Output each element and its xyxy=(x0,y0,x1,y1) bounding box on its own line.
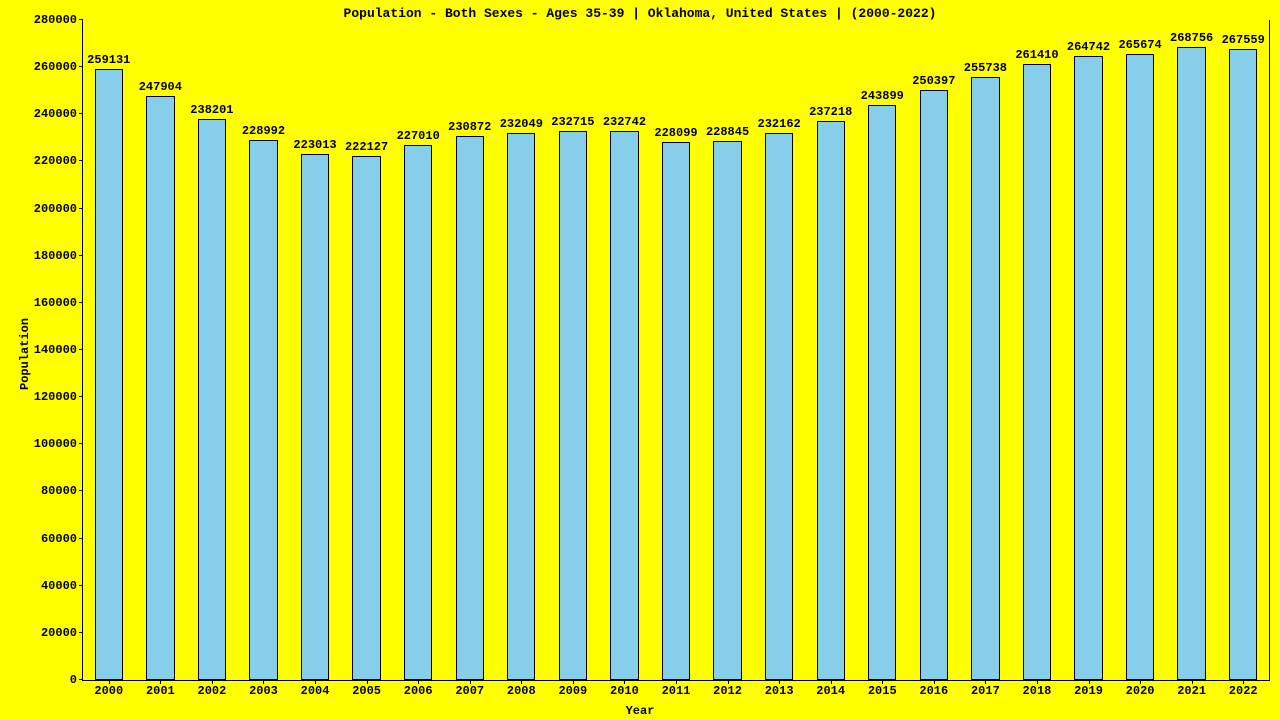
y-tick-label: 240000 xyxy=(34,107,77,121)
y-tick-label: 60000 xyxy=(41,532,77,546)
y-tick-label: 0 xyxy=(70,673,77,687)
x-tick-mark xyxy=(109,680,110,684)
x-tick-label: 2004 xyxy=(301,684,330,698)
x-tick-label: 2019 xyxy=(1074,684,1103,698)
x-tick-label: 2020 xyxy=(1126,684,1155,698)
x-tick-label: 2018 xyxy=(1023,684,1052,698)
y-tick-label: 220000 xyxy=(34,154,77,168)
y-axis-label: Population xyxy=(18,318,32,390)
x-tick-label: 2005 xyxy=(352,684,381,698)
x-tick-mark xyxy=(263,680,264,684)
x-tick-mark xyxy=(624,680,625,684)
x-tick-mark xyxy=(1243,680,1244,684)
x-tick-label: 2010 xyxy=(610,684,639,698)
y-tick-label: 200000 xyxy=(34,202,77,216)
x-axis-label: Year xyxy=(0,704,1280,718)
x-tick-mark xyxy=(367,680,368,684)
x-tick-mark xyxy=(1192,680,1193,684)
x-tick-label: 2016 xyxy=(919,684,948,698)
x-tick-label: 2015 xyxy=(868,684,897,698)
x-tick-mark xyxy=(1140,680,1141,684)
x-tick-mark xyxy=(160,680,161,684)
x-tick-label: 2017 xyxy=(971,684,1000,698)
x-tick-mark xyxy=(573,680,574,684)
x-tick-mark xyxy=(315,680,316,684)
y-tick-label: 40000 xyxy=(41,579,77,593)
x-tick-mark xyxy=(1037,680,1038,684)
x-tick-mark xyxy=(985,680,986,684)
x-ticks: 2000200120022003200420052006200720082009… xyxy=(83,20,1269,680)
x-tick-mark xyxy=(212,680,213,684)
x-tick-label: 2003 xyxy=(249,684,278,698)
x-tick-label: 2012 xyxy=(713,684,742,698)
x-tick-label: 2013 xyxy=(765,684,794,698)
x-tick-mark xyxy=(831,680,832,684)
x-tick-label: 2009 xyxy=(558,684,587,698)
x-tick-mark xyxy=(934,680,935,684)
y-tick-label: 160000 xyxy=(34,296,77,310)
y-tick-label: 100000 xyxy=(34,437,77,451)
x-tick-mark xyxy=(779,680,780,684)
x-tick-label: 2006 xyxy=(404,684,433,698)
x-tick-label: 2001 xyxy=(146,684,175,698)
y-tick-label: 20000 xyxy=(41,626,77,640)
x-tick-mark xyxy=(1089,680,1090,684)
x-tick-label: 2014 xyxy=(816,684,845,698)
x-tick-label: 2007 xyxy=(455,684,484,698)
x-tick-label: 2011 xyxy=(662,684,691,698)
chart-container: Population - Both Sexes - Ages 35-39 | O… xyxy=(0,0,1280,720)
x-tick-mark xyxy=(521,680,522,684)
y-tick-label: 120000 xyxy=(34,390,77,404)
x-tick-mark xyxy=(418,680,419,684)
x-tick-label: 2002 xyxy=(198,684,227,698)
x-tick-label: 2021 xyxy=(1177,684,1206,698)
y-tick-label: 260000 xyxy=(34,60,77,74)
x-tick-mark xyxy=(728,680,729,684)
y-tick-label: 80000 xyxy=(41,484,77,498)
x-tick-label: 2008 xyxy=(507,684,536,698)
y-tick-label: 180000 xyxy=(34,249,77,263)
x-tick-mark xyxy=(470,680,471,684)
chart-title: Population - Both Sexes - Ages 35-39 | O… xyxy=(0,6,1280,21)
plot-area: 0200004000060000800001000001200001400001… xyxy=(82,20,1270,681)
x-tick-label: 2000 xyxy=(94,684,123,698)
y-tick-label: 280000 xyxy=(34,13,77,27)
y-tick-label: 140000 xyxy=(34,343,77,357)
x-tick-mark xyxy=(882,680,883,684)
x-tick-label: 2022 xyxy=(1229,684,1258,698)
x-tick-mark xyxy=(676,680,677,684)
